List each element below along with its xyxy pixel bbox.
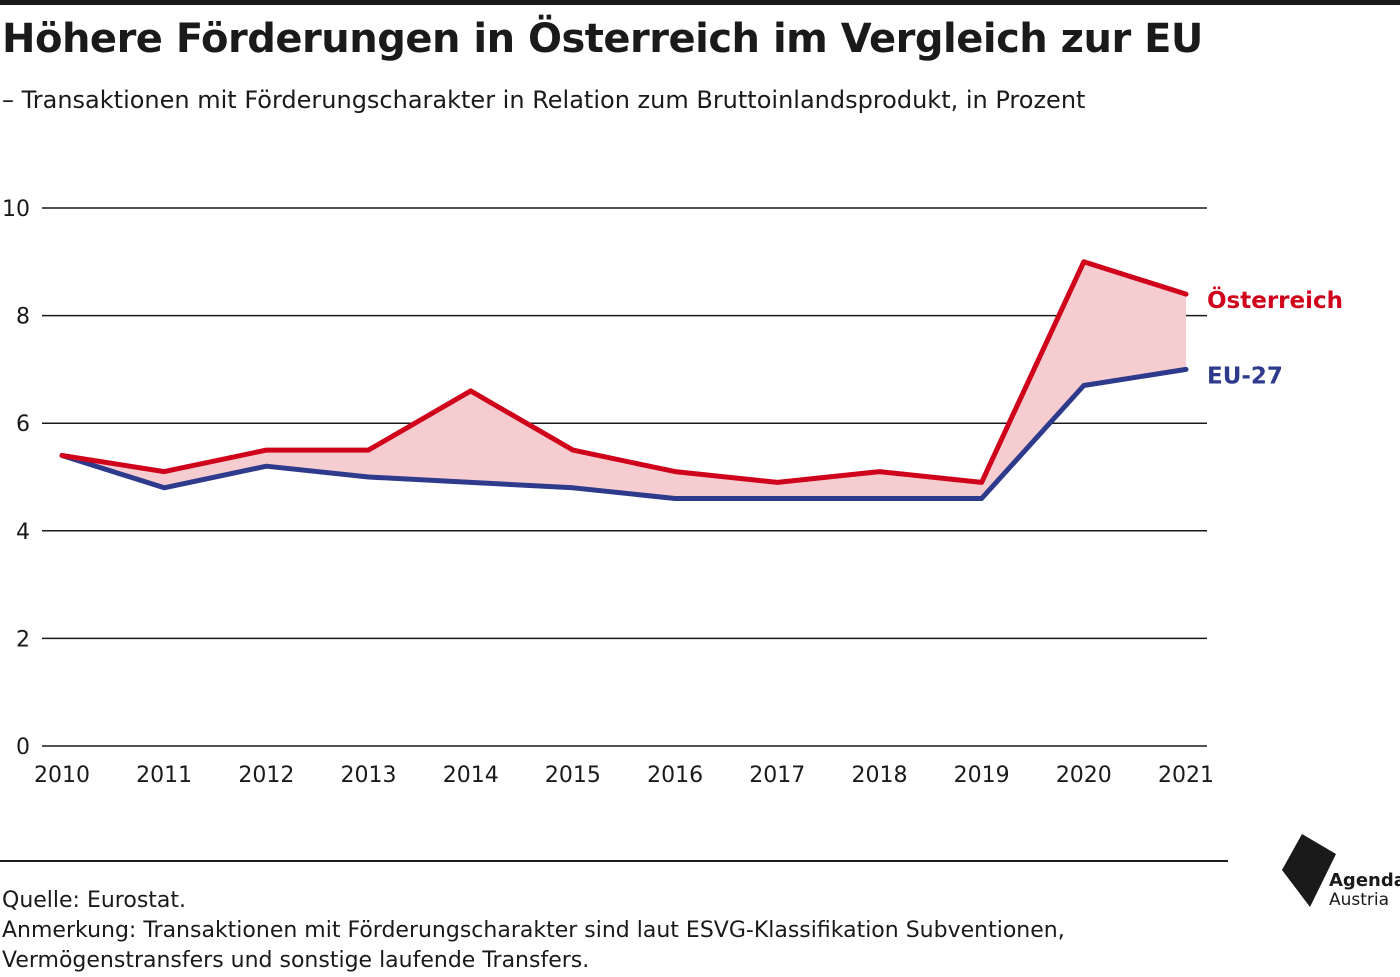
- y-tick-label: 0: [16, 735, 30, 760]
- series-label-oesterreich: Österreich: [1207, 286, 1343, 314]
- x-tick-label: 2011: [136, 763, 192, 788]
- annotation-line-2: Vermögenstransfers und sonstige laufende…: [2, 948, 590, 973]
- source-note: Quelle: Eurostat.: [2, 888, 187, 913]
- x-tick-label: 2019: [954, 763, 1010, 788]
- top-rule: [0, 0, 1400, 5]
- x-tick-label: 2015: [545, 763, 601, 788]
- x-tick-label: 2018: [851, 763, 907, 788]
- x-tick-label: 2020: [1056, 763, 1112, 788]
- x-tick-label: 2021: [1158, 763, 1214, 788]
- y-tick-label: 4: [16, 520, 30, 545]
- annotation-line-1: Anmerkung: Transaktionen mit Förderungsc…: [2, 918, 1065, 943]
- y-tick-label: 6: [16, 412, 30, 437]
- x-tick-label: 2013: [341, 763, 397, 788]
- y-tick-label: 10: [2, 197, 30, 222]
- chart-subtitle: – Transaktionen mit Förderungscharakter …: [2, 86, 1086, 114]
- series-line-oesterreich: [59, 259, 1189, 485]
- x-tick-label: 2014: [443, 763, 499, 788]
- y-tick-label: 8: [16, 305, 30, 330]
- footer-rule: [0, 860, 1228, 862]
- logo-text-agenda: Agenda: [1329, 870, 1400, 891]
- agenda-austria-logo-icon: [1282, 834, 1336, 907]
- chart-title: Höhere Förderungen in Österreich im Verg…: [2, 16, 1203, 62]
- x-tick-label: 2016: [647, 763, 703, 788]
- x-tick-label: 2012: [238, 763, 294, 788]
- series-line-eu-27: [59, 366, 1189, 501]
- x-tick-label: 2017: [749, 763, 805, 788]
- series-label-eu-27: EU-27: [1207, 363, 1283, 389]
- x-tick-label: 2010: [34, 763, 90, 788]
- y-tick-label: 2: [16, 627, 30, 652]
- logo-text-austria: Austria: [1329, 890, 1390, 910]
- line-chart: 0 2 4 6 8 10 2010 2011 2012 2013 2014 2015 2016 2017 2…: [2, 197, 1343, 788]
